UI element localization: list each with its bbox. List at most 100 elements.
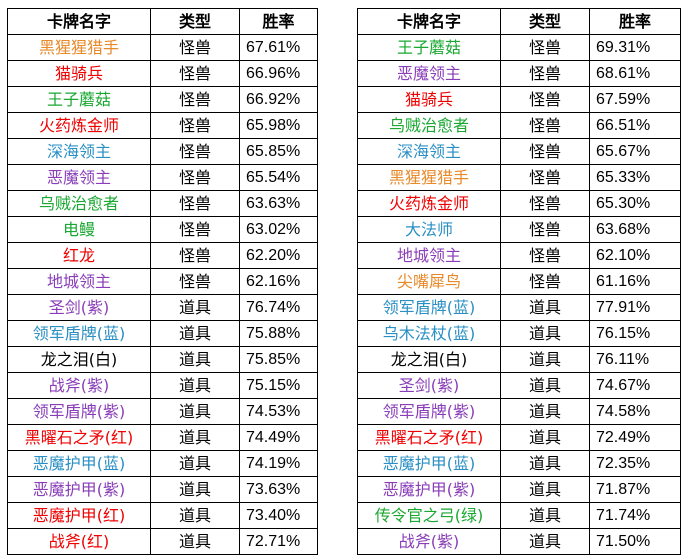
table-row: 乌木法杖(蓝) 道具 76.15% — [357, 320, 681, 347]
win-rate-table-left: 卡牌名字 类型 胜率 黑猩猩猎手 怪兽 67.61% 猫骑兵 怪兽 66.96% 王子蘑菇怪… — [7, 8, 318, 555]
card-name-cell: 恶魔护甲(红) — [7, 502, 151, 529]
table-row: 火药炼金师 怪兽 65.30% — [357, 190, 681, 217]
card-name-cell: 龙之泪(白) — [357, 346, 501, 373]
card-name-cell: 乌木法杖(蓝) — [357, 320, 501, 347]
win-rate-cell: 65.98% — [239, 112, 318, 139]
card-type-cell: 道具 — [150, 320, 240, 347]
card-name-cell: 战斧(紫) — [7, 372, 151, 399]
win-rate-cell: 75.85% — [239, 346, 318, 373]
win-rate-cell: 77.91% — [589, 294, 681, 321]
card-name-cell: 尖嘴犀鸟 — [357, 268, 501, 295]
card-type-cell: 怪兽 — [500, 216, 590, 243]
table-row: 战斧(红) 道具 72.71% — [7, 528, 318, 555]
table-body-left: 黑猩猩猎手 怪兽 67.61% 猫骑兵 怪兽 66.96% 王子蘑菇 怪兽 66.92% 火药炼金… — [7, 34, 318, 555]
card-type-cell: 道具 — [150, 398, 240, 425]
table-row: 电鳗 怪兽 63.02% — [7, 216, 318, 243]
card-name-cell: 恶魔护甲(紫) — [7, 476, 151, 503]
card-name-cell: 龙之泪(白) — [7, 346, 151, 373]
win-rate-cell: 65.54% — [239, 164, 318, 191]
win-rate-cell: 72.35% — [589, 450, 681, 477]
card-name-cell: 领军盾牌(紫) — [357, 398, 501, 425]
card-type-cell: 道具 — [500, 502, 590, 529]
card-type-cell: 道具 — [500, 372, 590, 399]
table-row: 尖嘴犀鸟 怪兽 61.16% — [357, 268, 681, 295]
table-row: 黑曜石之矛(红) 道具 74.49% — [7, 424, 318, 451]
card-name-cell: 深海领主 — [7, 138, 151, 165]
card-type-cell: 怪兽 — [150, 112, 240, 139]
card-type-cell: 怪兽 — [500, 112, 590, 139]
card-type-cell: 道具 — [150, 372, 240, 399]
card-type-cell: 怪兽 — [150, 190, 240, 217]
win-rate-cell: 67.59% — [589, 86, 681, 113]
table-row: 传令官之弓(绿) 道具 71.74% — [357, 502, 681, 529]
header-row: 卡牌名字 类型 胜率 — [357, 8, 681, 35]
table-row: 火药炼金师 怪兽 65.98% — [7, 112, 318, 139]
win-rate-cell: 72.71% — [239, 528, 318, 555]
table-row: 恶魔护甲(红) 道具 73.40% — [7, 502, 318, 529]
table-row: 黑曜石之矛(红) 道具 72.49% — [357, 424, 681, 451]
card-type-cell: 道具 — [150, 450, 240, 477]
win-rate-cell: 74.67% — [589, 372, 681, 399]
header-card-name: 卡牌名字 — [7, 8, 151, 35]
card-name-cell: 恶魔护甲(蓝) — [357, 450, 501, 477]
win-rate-cell: 76.74% — [239, 294, 318, 321]
table-row: 大法师 怪兽 63.68% — [357, 216, 681, 243]
table-row: 猫骑兵 怪兽 66.96% — [7, 60, 318, 87]
card-type-cell: 道具 — [500, 320, 590, 347]
win-rate-cell: 67.61% — [239, 34, 318, 61]
table-row: 龙之泪(白) 道具 76.11% — [357, 346, 681, 373]
win-rate-table-right: 卡牌名字 类型 胜率 王子蘑菇 怪兽 69.31% 恶魔领主 怪兽 68.61% 猫骑兵 怪兽… — [357, 8, 681, 555]
win-rate-cell: 66.92% — [239, 86, 318, 113]
card-name-cell: 深海领主 — [357, 138, 501, 165]
win-rate-cell: 75.15% — [239, 372, 318, 399]
table-row: 红龙 怪兽 62.20% — [7, 242, 318, 269]
card-type-cell: 怪兽 — [150, 164, 240, 191]
win-rate-cell: 65.30% — [589, 190, 681, 217]
table-body-right: 王子蘑菇 怪兽 69.31% 恶魔领主 怪兽 68.61% 猫骑兵 怪兽 67.59% 乌贼治愈者… — [357, 34, 681, 555]
table-row: 乌贼治愈者 怪兽 66.51% — [357, 112, 681, 139]
card-name-cell: 黑曜石之矛(红) — [7, 424, 151, 451]
win-rate-cell: 74.53% — [239, 398, 318, 425]
card-type-cell: 怪兽 — [500, 242, 590, 269]
card-name-cell: 领军盾牌(蓝) — [357, 294, 501, 321]
card-name-cell: 猫骑兵 — [7, 60, 151, 87]
table-row: 黑猩猩猎手 怪兽 65.33% — [357, 164, 681, 191]
card-type-cell: 怪兽 — [150, 216, 240, 243]
card-name-cell: 地城领主 — [357, 242, 501, 269]
card-type-cell: 怪兽 — [150, 242, 240, 269]
card-type-cell: 怪兽 — [500, 164, 590, 191]
card-name-cell: 王子蘑菇 — [357, 34, 501, 61]
win-rate-cell: 62.10% — [589, 242, 681, 269]
card-name-cell: 战斧(紫) — [357, 528, 501, 555]
win-rate-cell: 63.68% — [589, 216, 681, 243]
card-type-cell: 道具 — [500, 346, 590, 373]
table-row: 王子蘑菇 怪兽 66.92% — [7, 86, 318, 113]
table-row: 圣剑(紫) 道具 76.74% — [7, 294, 318, 321]
table-row: 龙之泪(白) 道具 75.85% — [7, 346, 318, 373]
win-rate-cell: 76.15% — [589, 320, 681, 347]
win-rate-cell: 62.20% — [239, 242, 318, 269]
card-type-cell: 道具 — [500, 294, 590, 321]
card-name-cell: 黑猩猩猎手 — [7, 34, 151, 61]
card-name-cell: 乌贼治愈者 — [357, 112, 501, 139]
card-type-cell: 怪兽 — [150, 86, 240, 113]
card-type-cell: 怪兽 — [500, 60, 590, 87]
win-rate-cell: 62.16% — [239, 268, 318, 295]
table-row: 王子蘑菇 怪兽 69.31% — [357, 34, 681, 61]
table-row: 战斧(紫) 道具 75.15% — [7, 372, 318, 399]
win-rate-cell: 71.87% — [589, 476, 681, 503]
win-rate-cell: 74.58% — [589, 398, 681, 425]
header-win-rate: 胜率 — [239, 8, 318, 35]
card-name-cell: 恶魔领主 — [7, 164, 151, 191]
win-rate-cell: 68.61% — [589, 60, 681, 87]
card-type-cell: 道具 — [150, 294, 240, 321]
card-name-cell: 火药炼金师 — [7, 112, 151, 139]
table-row: 恶魔护甲(蓝) 道具 72.35% — [357, 450, 681, 477]
card-name-cell: 战斧(红) — [7, 528, 151, 555]
card-type-cell: 怪兽 — [500, 34, 590, 61]
card-type-cell: 怪兽 — [150, 34, 240, 61]
card-name-cell: 乌贼治愈者 — [7, 190, 151, 217]
table-row: 圣剑(紫) 道具 74.67% — [357, 372, 681, 399]
card-type-cell: 道具 — [150, 346, 240, 373]
table-row: 领军盾牌(紫) 道具 74.53% — [7, 398, 318, 425]
